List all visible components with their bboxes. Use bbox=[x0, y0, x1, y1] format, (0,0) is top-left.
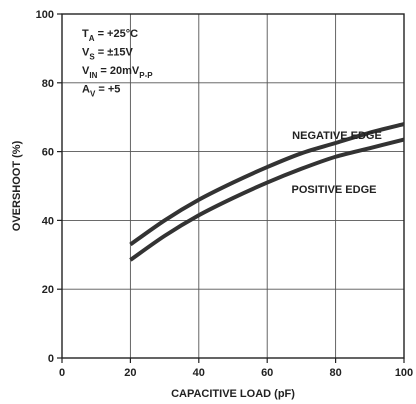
condition-3: AV = +5 bbox=[82, 84, 120, 99]
x-tick-label-40: 40 bbox=[193, 367, 205, 379]
x-tick-labels: 0 20 40 60 80 100 bbox=[59, 367, 413, 379]
grid bbox=[62, 14, 404, 358]
y-tick-label-60: 60 bbox=[42, 147, 54, 159]
y-tick-label-40: 40 bbox=[42, 215, 54, 227]
series-label-positive-edge: POSITIVE EDGE bbox=[292, 184, 377, 196]
y-tick-label-0: 0 bbox=[48, 353, 54, 365]
x-tick-label-100: 100 bbox=[395, 367, 413, 379]
series-line-negative-edge bbox=[129, 122, 405, 247]
x-tick-label-20: 20 bbox=[124, 367, 136, 379]
y-tick-label-20: 20 bbox=[42, 284, 54, 296]
x-tick-label-60: 60 bbox=[261, 367, 273, 379]
x-tick-label-80: 80 bbox=[329, 367, 341, 379]
series-labels: NEGATIVE EDGE POSITIVE EDGE bbox=[292, 130, 382, 196]
conditions-annotation: TA = +25°C VS = ±15V VIN = 20mVP-P AV = +5 bbox=[82, 28, 153, 99]
condition-2: VIN = 20mVP-P bbox=[82, 65, 153, 80]
condition-0: TA = +25°C bbox=[82, 28, 138, 43]
y-tick-label-80: 80 bbox=[42, 78, 54, 90]
series-line-positive-edge bbox=[129, 137, 405, 262]
series-label-negative-edge: NEGATIVE EDGE bbox=[292, 130, 382, 142]
condition-1: VS = ±15V bbox=[82, 47, 133, 62]
ticks bbox=[57, 13, 405, 363]
x-tick-label-0: 0 bbox=[59, 367, 65, 379]
y-tick-label-100: 100 bbox=[36, 9, 54, 21]
plot-frame bbox=[61, 13, 405, 359]
series-group bbox=[129, 122, 405, 262]
y-axis-label: OVERSHOOT (%) bbox=[11, 140, 23, 231]
y-tick-labels: 0 20 40 60 80 100 bbox=[36, 9, 54, 365]
x-axis-label: CAPACITIVE LOAD (pF) bbox=[171, 388, 295, 400]
